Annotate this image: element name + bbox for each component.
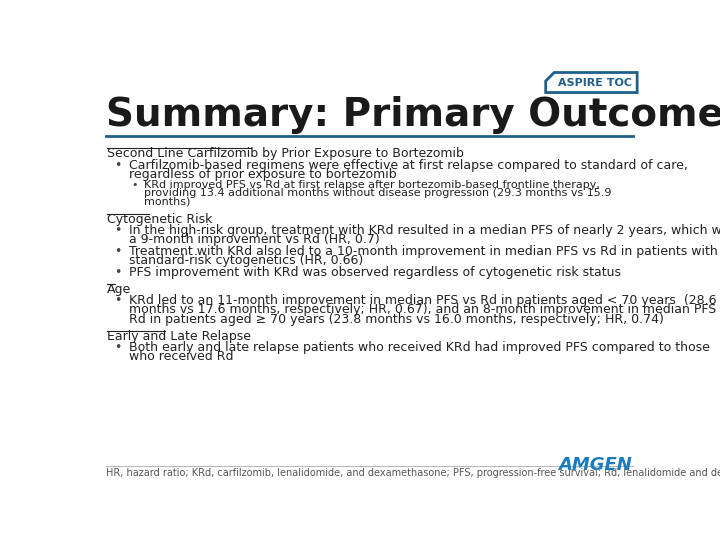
Text: •: •	[114, 266, 122, 279]
Text: Cytogenetic Risk: Cytogenetic Risk	[107, 213, 212, 226]
Text: •: •	[132, 179, 138, 190]
Text: AMGEN: AMGEN	[559, 456, 632, 475]
Text: •: •	[114, 159, 122, 172]
Text: KRd led to an 11-month improvement in median PFS vs Rd in patients aged < 70 yea: KRd led to an 11-month improvement in me…	[129, 294, 716, 307]
Text: KRd improved PFS vs Rd at first relapse after bortezomib-based frontline therapy: KRd improved PFS vs Rd at first relapse …	[144, 179, 600, 190]
Text: Both early and late relapse patients who received KRd had improved PFS compared : Both early and late relapse patients who…	[129, 341, 710, 354]
Text: Rd in patients aged ≥ 70 years (23.8 months vs 16.0 months, respectively; HR, 0.: Rd in patients aged ≥ 70 years (23.8 mon…	[129, 313, 664, 326]
Text: months): months)	[144, 197, 191, 206]
Text: Age: Age	[107, 283, 131, 296]
Text: •: •	[114, 294, 122, 307]
Text: who received Rd: who received Rd	[129, 350, 233, 363]
Text: In the high-risk group, treatment with KRd resulted in a median PFS of nearly 2 : In the high-risk group, treatment with K…	[129, 224, 720, 237]
Text: PFS improvement with KRd was observed regardless of cytogenetic risk status: PFS improvement with KRd was observed re…	[129, 266, 621, 279]
Text: •: •	[114, 224, 122, 237]
Text: regardless of prior exposure to bortezomib: regardless of prior exposure to bortezom…	[129, 168, 397, 181]
Text: months vs 17.6 months, respectively; HR, 0.67), and an 8-month improvement in me: months vs 17.6 months, respectively; HR,…	[129, 303, 720, 316]
Text: Summary: Primary Outcome: Summary: Primary Outcome	[106, 96, 720, 134]
Text: ASPIRE TOC: ASPIRE TOC	[557, 78, 631, 87]
Text: Early and Late Relapse: Early and Late Relapse	[107, 330, 251, 343]
Text: a 9-month improvement vs Rd (HR, 0.7): a 9-month improvement vs Rd (HR, 0.7)	[129, 233, 379, 246]
Text: •: •	[114, 341, 122, 354]
Text: Treatment with KRd also led to a 10-month improvement in median PFS vs Rd in pat: Treatment with KRd also led to a 10-mont…	[129, 245, 718, 258]
Text: HR, hazard ratio; KRd, carfilzomib, lenalidomide, and dexamethasone; PFS, progre: HR, hazard ratio; KRd, carfilzomib, lena…	[106, 468, 720, 478]
Text: Carfilzomib-based regimens were effective at first relapse compared to standard : Carfilzomib-based regimens were effectiv…	[129, 159, 688, 172]
Text: •: •	[114, 245, 122, 258]
Text: providing 13.4 additional months without disease progression (29.3 months vs 15.: providing 13.4 additional months without…	[144, 188, 612, 198]
Text: Second Line Carfilzomib by Prior Exposure to Bortezomib: Second Line Carfilzomib by Prior Exposur…	[107, 147, 464, 160]
Text: standard-risk cytogenetics (HR, 0.66): standard-risk cytogenetics (HR, 0.66)	[129, 254, 363, 267]
